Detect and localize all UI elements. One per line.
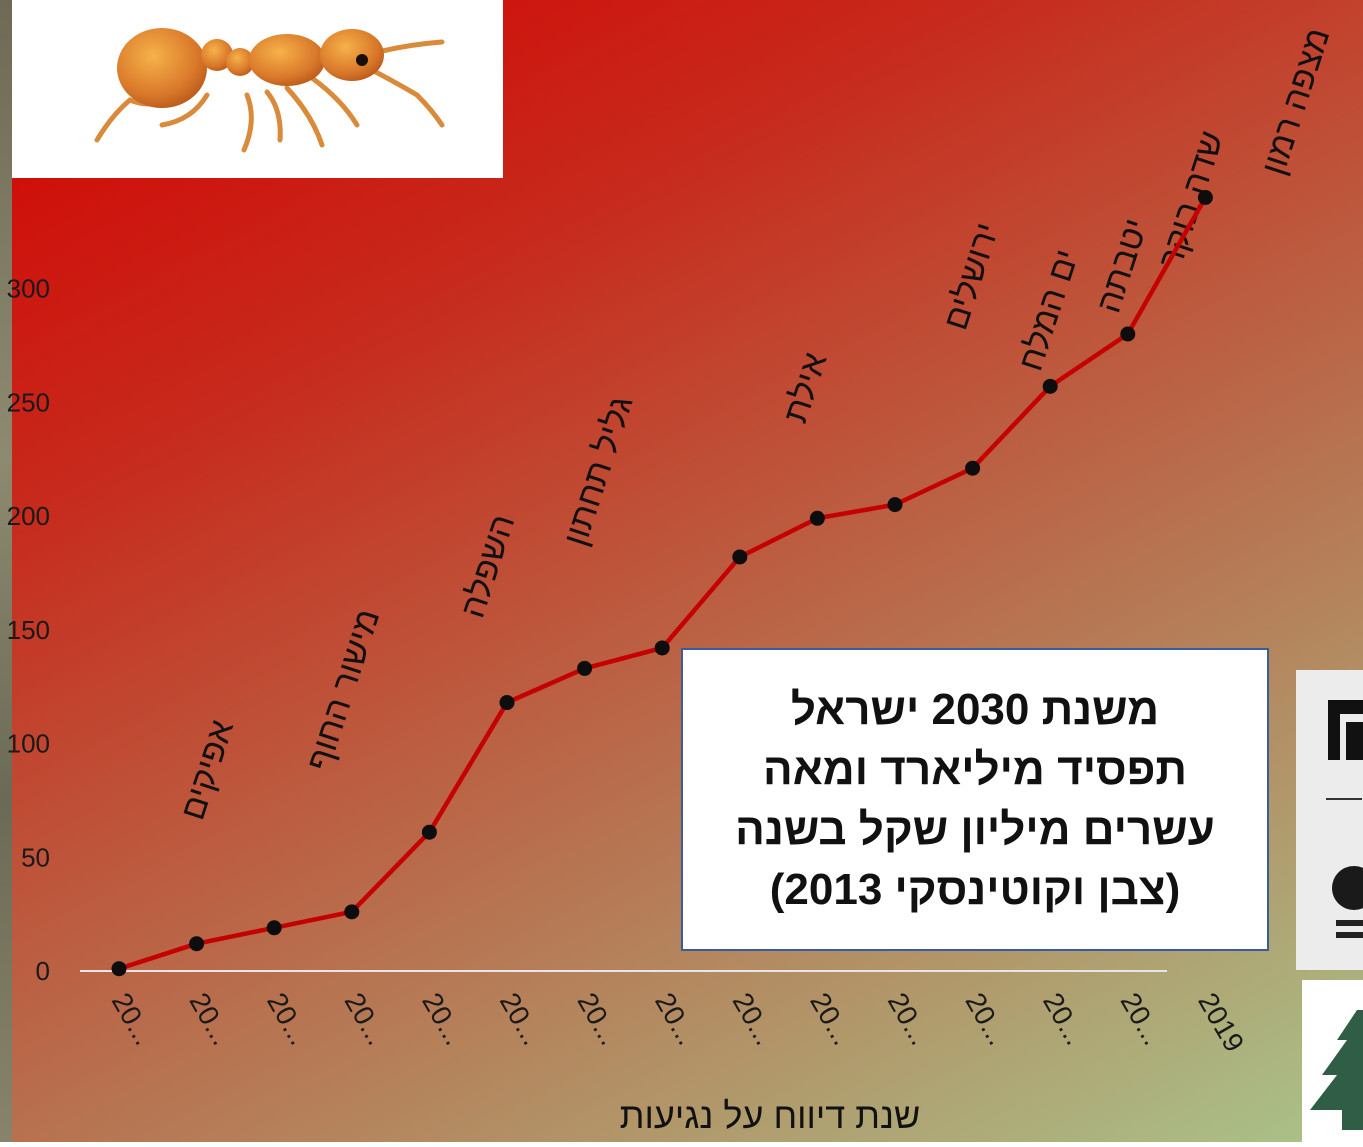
y-tick-label: 200 [7,501,50,531]
x-tick-label: 20... [571,988,625,1051]
callout-line-2: תפסיד מיליארד ומאה [763,744,1187,794]
y-tick-label: 300 [7,274,50,304]
x-tick-label: 20... [882,988,936,1051]
data-point [421,824,437,840]
region-label: ים המלח [1011,245,1086,376]
region-label: מישור החוף [299,605,387,776]
region-label: השפלה [453,510,522,623]
data-point [654,640,670,656]
data-point [189,936,205,952]
logo-icon [1326,700,1363,938]
y-axis-ticks: 0 50 100 150 200 250 300 [7,274,50,987]
y-tick-label: 100 [7,729,50,759]
data-point [499,695,515,711]
x-tick-label: 20... [959,988,1013,1051]
data-point [1120,326,1136,342]
data-point [577,660,593,676]
x-tick-label: 20... [494,988,548,1051]
data-point [732,549,748,565]
x-tick-label: 20... [261,988,315,1051]
data-point [266,920,282,936]
left-edge-strip [0,0,12,1142]
y-tick-label: 0 [36,956,50,986]
data-point [1042,378,1058,394]
data-point [809,510,825,526]
data-point [1197,190,1213,205]
region-label: מצפה רמון [1254,23,1337,179]
series-markers [111,190,1213,977]
tree-logo-icon [1310,1010,1363,1130]
x-tick-label: 20... [416,988,470,1051]
x-axis-label: שנת דיווח על נגיעות [620,1095,921,1136]
x-tick-label: 20... [649,988,703,1051]
region-label: גליל תחתון [556,391,640,550]
x-axis-ticks: 20... 20... 20... 20... 20... 20... 20... 20...… [106,988,1250,1057]
x-tick-label: 20... [804,988,858,1051]
x-tick-label: 2019 [1192,988,1250,1057]
x-tick-label: 20... [183,988,237,1051]
x-tick-label: 20... [727,988,781,1051]
data-point [344,904,360,920]
ant-photo [12,0,503,178]
ant-illustration [94,28,445,153]
data-point [887,497,903,513]
x-tick-label: 20... [1037,988,1091,1051]
institute-logo [1302,980,1363,1142]
region-label: ירושלים [936,218,1006,334]
x-tick-label: 20... [106,988,160,1051]
region-label: שדה בוקר [1151,127,1231,273]
y-tick-label: 250 [7,387,50,417]
region-label: אפיקים [173,716,241,825]
callout-line-3: עשרים מיליון שקל בשנה [735,804,1215,854]
y-tick-label: 50 [21,842,50,872]
callout-line-4: (צבן וקוטינסקי 2013) [769,864,1181,914]
data-point [965,460,981,476]
region-label: אילת [776,348,834,427]
callout-line-1: משנת 2030 ישראל [790,684,1160,734]
callout-box: משנת 2030 ישראל תפסיד מיליארד ומאה עשרים… [681,648,1269,951]
university-logos [1296,670,1363,970]
y-tick-label: 150 [7,615,50,645]
x-tick-label: 20... [339,988,393,1051]
x-tick-label: 20... [1115,988,1169,1051]
data-point [111,961,127,977]
